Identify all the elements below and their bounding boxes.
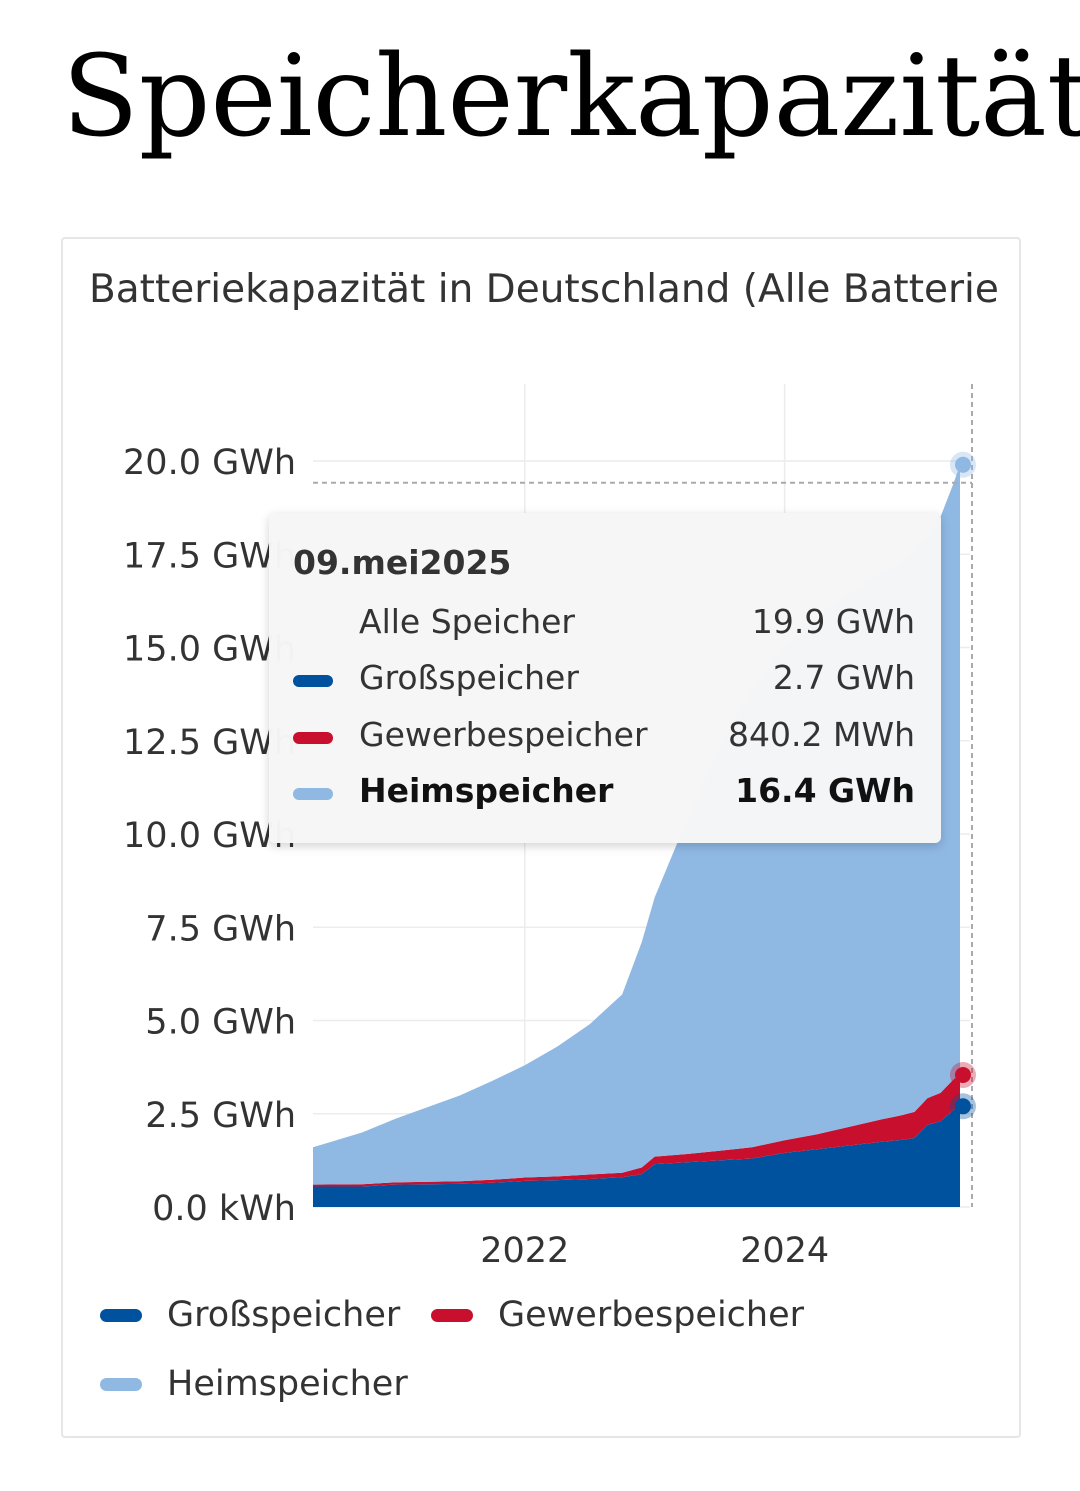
area-grossspeicher [313,1106,960,1207]
tooltip-value: 840.2 MWh [728,715,915,754]
page-title: Speicherkapazität [62,32,1080,162]
tooltip-value: 16.4 GWh [735,771,915,810]
y-tick-label: 12.5 GWh [123,723,296,763]
series-swatch [293,732,333,744]
y-tick-label: 20.0 GWh [123,443,296,483]
y-tick-label: 7.5 GWh [145,909,296,949]
series-swatch [293,675,333,687]
tooltip-row-grossspeicher: Großspeicher 2.7 GWh [269,655,941,701]
tooltip-value: 2.7 GWh [772,658,915,697]
point-marker [955,1066,971,1083]
y-tick-label: 15.0 GWh [123,630,296,670]
legend-swatch [100,1309,142,1322]
tooltip-date: 09.mei2025 [293,543,512,582]
tooltip-label: Alle Speicher [359,602,575,641]
legend-swatch [100,1378,142,1391]
y-tick-label: 10.0 GWh [123,816,296,856]
tooltip-value: 19.9 GWh [751,602,915,641]
tooltip-row-total: Alle Speicher 19.9 GWh [269,599,941,645]
x-tick-label: 2024 [740,1231,829,1271]
chart-tooltip: 09.mei2025 Alle Speicher 19.9 GWh Großsp… [269,513,941,843]
y-tick-label: 2.5 GWh [145,1096,296,1136]
tooltip-row-heimspeicher: Heimspeicher 16.4 GWh [269,768,941,814]
legend-label: Heimspeicher [167,1364,408,1404]
point-marker [955,456,971,473]
chart-title: Batteriekapazität in Deutschland (Alle B… [89,267,999,312]
point-marker [955,1098,971,1115]
series-swatch [293,788,333,800]
legend-label: Gewerbespeicher [498,1295,805,1335]
y-tick-label: 17.5 GWh [123,536,296,576]
legend-swatch [431,1309,473,1322]
tooltip-row-gewerbespeicher: Gewerbespeicher 840.2 MWh [269,712,941,758]
x-tick-label: 2022 [480,1231,569,1271]
y-tick-label: 5.0 GWh [145,1003,296,1043]
y-tick-label: 0.0 kWh [152,1189,296,1229]
tooltip-label: Großspeicher [359,658,579,697]
tooltip-label: Gewerbespeicher [359,715,648,754]
chart-card: Batteriekapazität in Deutschland (Alle B… [61,237,1021,1438]
tooltip-label: Heimspeicher [359,771,614,810]
legend-label: Großspeicher [167,1295,401,1335]
